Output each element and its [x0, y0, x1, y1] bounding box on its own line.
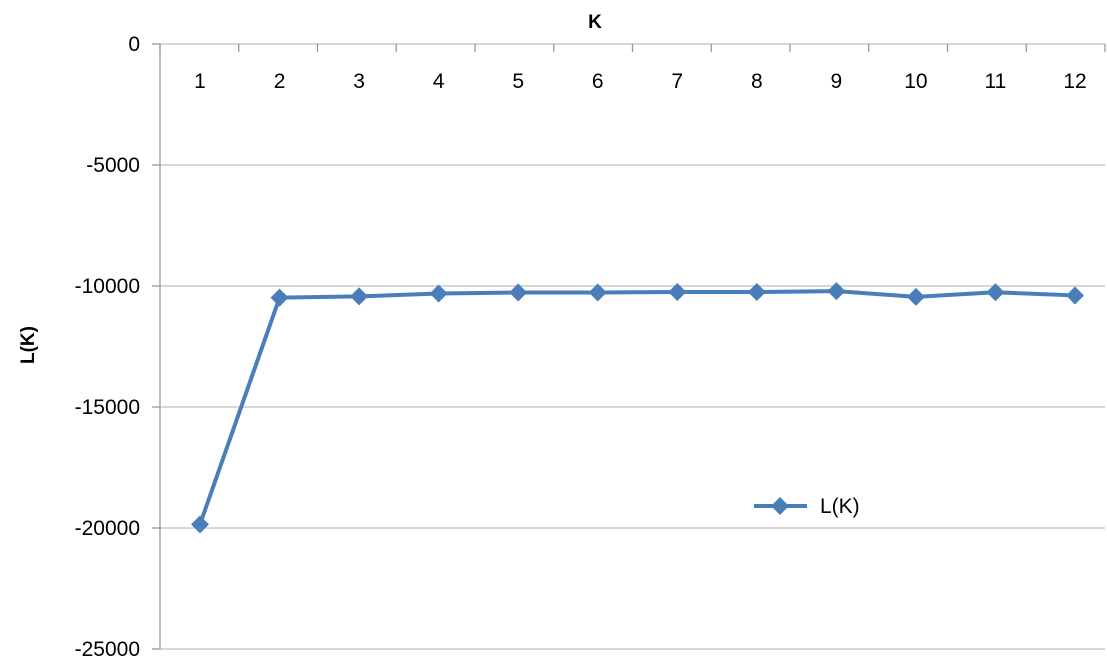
data-point [588, 283, 607, 302]
legend-marker [771, 497, 789, 515]
x-tick-label: 3 [353, 70, 365, 93]
series-l-k [191, 282, 1084, 534]
series-line [198, 289, 1076, 526]
x-tick-label: 12 [1063, 70, 1086, 93]
data-point [986, 283, 1005, 302]
data-point [191, 515, 209, 534]
x-tick-label: 4 [433, 70, 445, 93]
x-tick-label: 5 [512, 70, 524, 93]
x-tick-label: 7 [671, 70, 683, 93]
x-tick-label: 9 [831, 70, 843, 93]
x-tick-label: 6 [592, 70, 604, 93]
data-point [270, 288, 289, 307]
x-tick-labels: 1 2 3 4 5 6 7 8 9 10 11 12 [194, 70, 1087, 93]
y-axis-title: L(K) [18, 326, 39, 364]
y-tick-label: -25000 [75, 638, 140, 659]
data-point [747, 283, 766, 302]
axes [152, 43, 1106, 650]
y-tick-labels: 0 -5000 -10000 -15000 -20000 -25000 [75, 33, 140, 659]
legend: L(K) [754, 495, 860, 518]
y-tick-label: -10000 [75, 275, 140, 298]
x-tick-label: 10 [904, 70, 927, 93]
y-tick-label: 0 [128, 33, 140, 56]
x-tick-label: 8 [751, 70, 763, 93]
x-tick-label: 11 [985, 70, 1007, 93]
x-tick-label: 2 [274, 70, 286, 93]
data-point [1066, 286, 1084, 305]
legend-label: L(K) [820, 495, 860, 518]
data-point [668, 283, 687, 302]
x-axis-title: K [588, 12, 602, 33]
data-point [350, 287, 369, 306]
data-point [827, 282, 846, 301]
x-tick-label: 1 [194, 70, 206, 93]
data-point [429, 284, 448, 303]
data-point [509, 283, 528, 302]
y-tick-label: -5000 [86, 154, 140, 177]
y-tick-label: -15000 [75, 396, 140, 419]
grid-lines [160, 43, 1105, 650]
data-point [906, 287, 925, 306]
y-tick-label: -20000 [75, 517, 140, 540]
